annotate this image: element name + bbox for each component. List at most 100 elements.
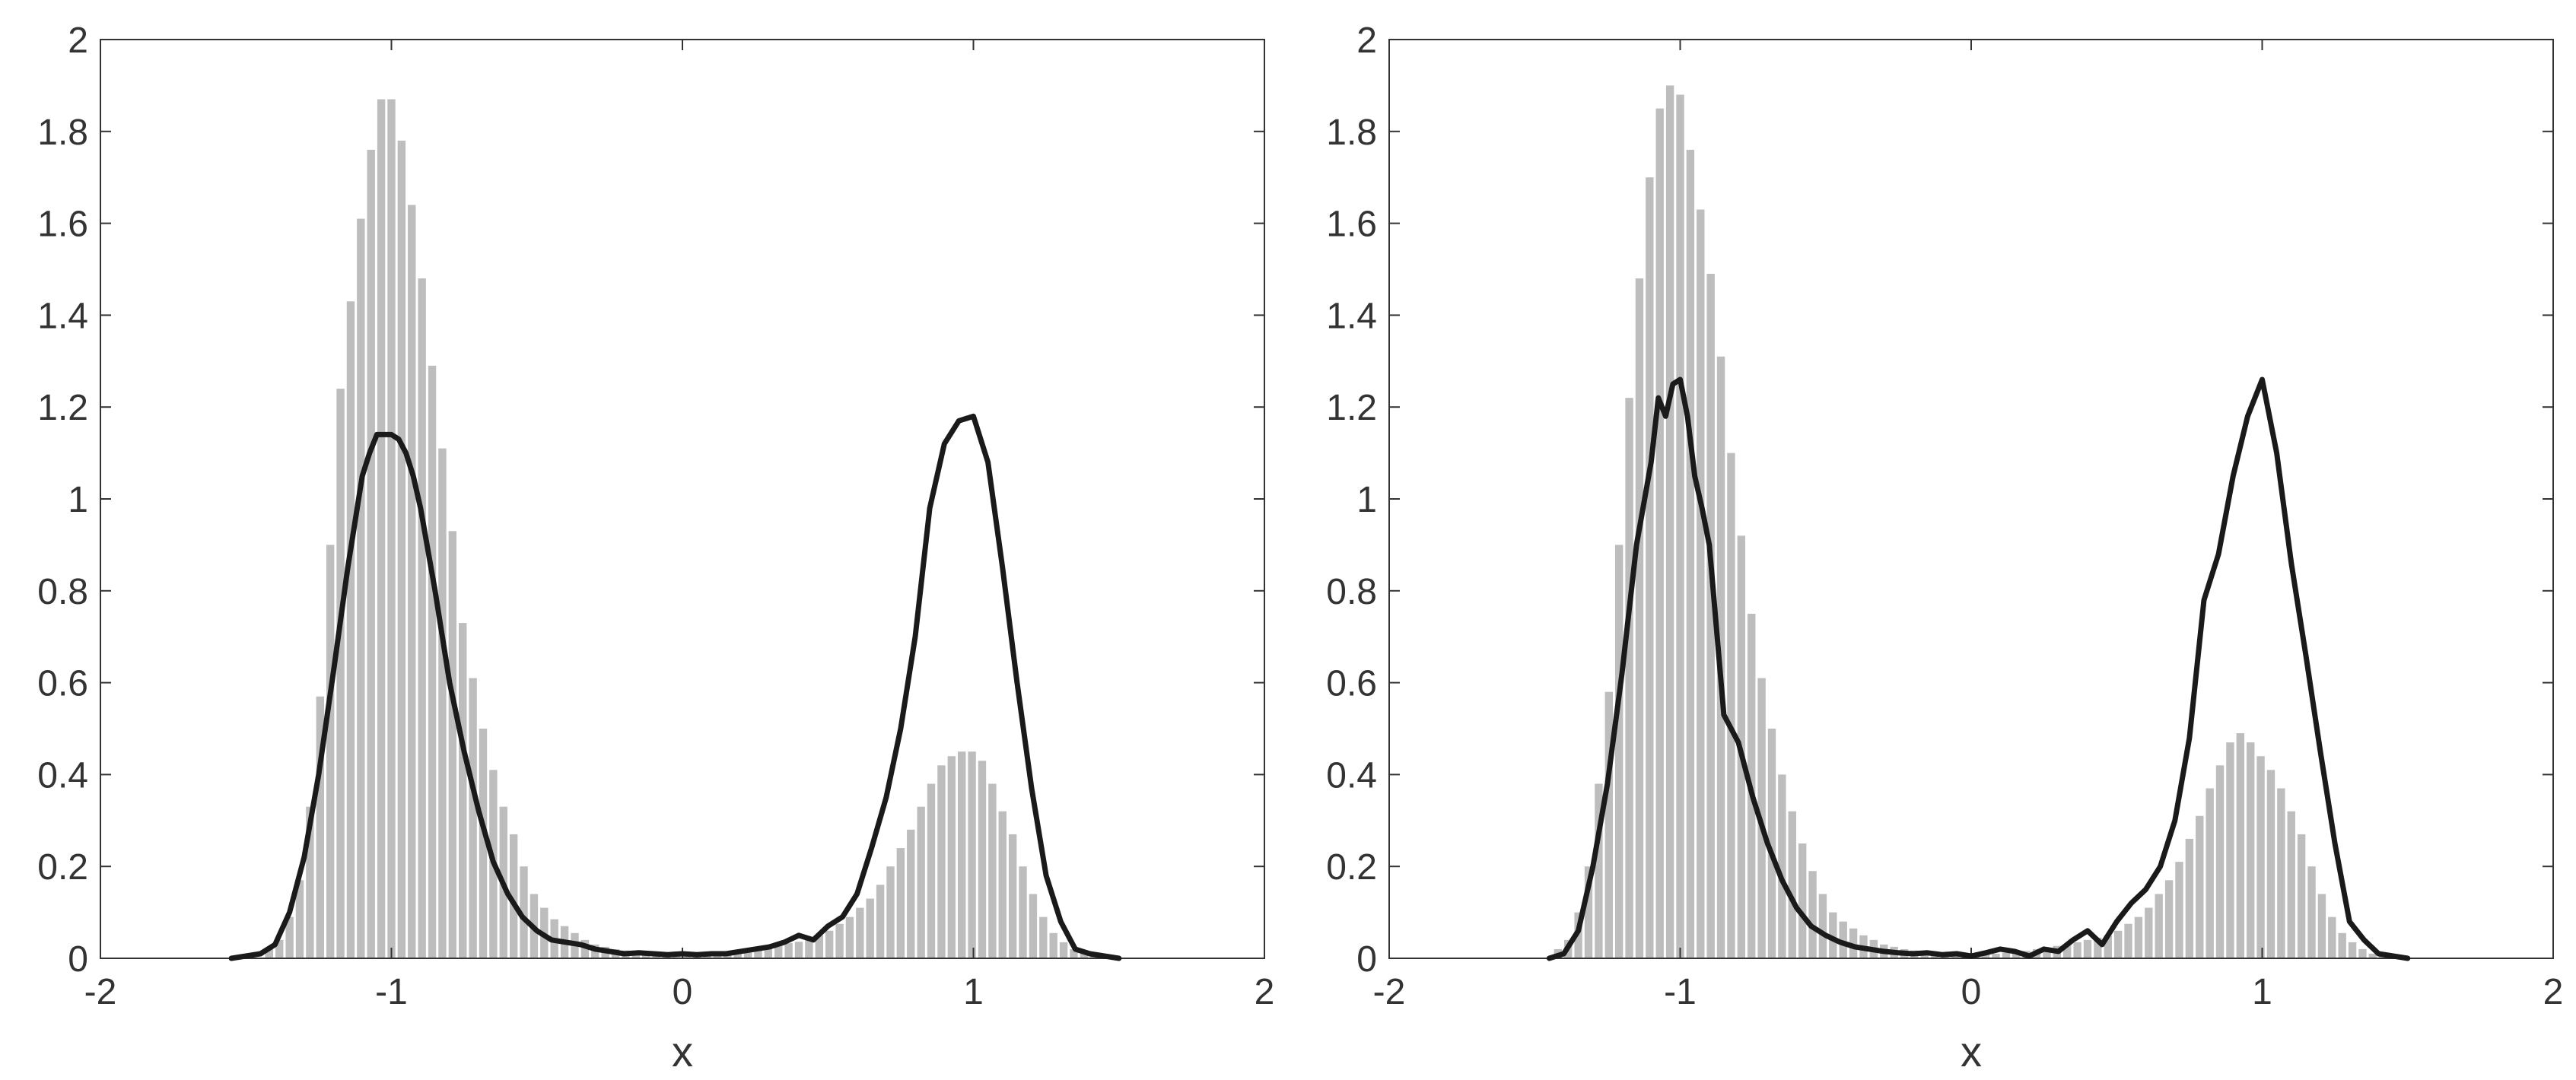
histogram-bar: [876, 885, 885, 958]
histogram-bar: [1727, 453, 1735, 958]
histogram-bar: [357, 218, 365, 958]
histogram-bar: [1049, 932, 1057, 958]
y-tick-label: 0.6: [37, 664, 88, 704]
y-tick-label: 0.4: [37, 755, 88, 796]
histogram-bar: [275, 939, 284, 958]
histogram-bar: [2175, 862, 2183, 958]
histogram-bar: [295, 880, 304, 958]
histogram-bar: [743, 948, 752, 958]
histogram-bar: [1818, 894, 1827, 958]
histogram-bar: [886, 866, 895, 958]
histogram-bar: [1019, 866, 1027, 958]
histogram-bar: [2317, 894, 2326, 958]
histogram-bar: [927, 783, 936, 958]
histogram-bar: [1849, 928, 1858, 958]
histogram-bar: [978, 761, 987, 958]
y-tick-label: 0.8: [1326, 572, 1377, 612]
x-axis-label: x: [672, 1028, 693, 1075]
y-tick-label: 0: [68, 939, 88, 980]
histogram-bar: [1992, 953, 2000, 958]
y-tick-label: 1.4: [37, 296, 88, 336]
histogram-bar: [285, 916, 294, 958]
histogram-bar: [1981, 953, 1990, 958]
y-tick-label: 0.6: [1326, 664, 1377, 704]
histogram-bar: [2113, 930, 2123, 958]
histogram-bar: [1039, 916, 1048, 958]
histogram-bar: [367, 149, 375, 959]
x-tick-label: -1: [1664, 972, 1697, 1012]
histogram-bar: [856, 907, 864, 958]
histogram-bar: [2155, 894, 2163, 958]
histogram-bar: [2063, 944, 2072, 958]
x-tick-label: 1: [963, 972, 984, 1012]
histogram-bar: [947, 756, 956, 958]
histogram-bars: [265, 99, 1099, 959]
histogram-bar: [2277, 788, 2285, 958]
histogram-bar: [2348, 942, 2357, 958]
histogram-bar: [907, 829, 915, 958]
histogram-bar: [958, 751, 966, 958]
histogram-bar: [377, 99, 386, 958]
histogram-bar: [2307, 866, 2316, 958]
histogram-bar: [1080, 953, 1089, 958]
x-tick-label: 0: [673, 972, 693, 1012]
axes-frame: [1388, 39, 2554, 959]
histogram-bar: [2368, 953, 2377, 958]
histogram-bar: [2236, 733, 2245, 958]
histogram-bar: [2196, 815, 2204, 958]
histogram-bar: [1059, 942, 1068, 958]
y-tick-label: 1.8: [1326, 113, 1377, 153]
histogram-bar: [1070, 948, 1078, 958]
histogram-bar: [1008, 834, 1017, 958]
histogram-bar: [1798, 843, 1807, 958]
x-tick-label: -1: [375, 972, 408, 1012]
histogram-bar: [336, 389, 345, 958]
histogram-bar: [794, 942, 803, 958]
histogram-bar: [509, 834, 518, 958]
histogram-bar: [316, 696, 324, 958]
x-tick-label: 0: [1961, 972, 1982, 1012]
histogram-bar: [998, 811, 1007, 958]
histogram-bar: [469, 678, 477, 958]
histogram-bar: [1090, 955, 1099, 958]
y-tick-label: 0.4: [1326, 755, 1377, 796]
histogram-bar: [1839, 921, 1847, 958]
histogram-bar: [346, 301, 355, 958]
histogram-bar: [1625, 398, 1633, 958]
histogram-bar: [2256, 756, 2265, 958]
histogram-bar: [2287, 811, 2295, 958]
density-line: [1546, 376, 2411, 961]
histogram-bar: [968, 751, 976, 958]
histogram-bar: [326, 545, 335, 958]
histogram-bar: [1706, 274, 1715, 958]
histogram-bars: [1554, 85, 2387, 959]
histogram-bar: [2094, 937, 2102, 958]
histogram-bar: [896, 848, 905, 958]
histogram-bar: [459, 623, 467, 958]
histogram-bar: [835, 923, 844, 958]
histogram-bar: [2134, 916, 2143, 958]
left-histogram-panel: -2 -1 0 1 2 0 0.2 0.4 0.6 0.8 1 1.2 1.4 1.6 1.8 2 x: [37, 21, 1274, 1075]
y-tick-label: 1.2: [37, 388, 88, 428]
histogram-bar: [754, 948, 762, 958]
histogram-bar: [408, 205, 416, 958]
histogram-bar: [2083, 939, 2092, 958]
histogram-bar: [1676, 94, 1684, 959]
histogram-bar: [265, 948, 274, 958]
histogram-bar: [2328, 916, 2336, 958]
histogram-bar: [2215, 765, 2225, 958]
histogram-bar: [2379, 955, 2387, 958]
histogram-bar: [448, 531, 457, 958]
histogram-bar: [2012, 951, 2021, 958]
histogram-bar: [2185, 838, 2194, 958]
x-tick-label: 2: [2543, 972, 2564, 1012]
y-axis: 0 0.2 0.4 0.6 0.8 1 1.2 1.4 1.6 1.8 2: [1326, 21, 2553, 980]
histogram-bar: [2338, 932, 2346, 958]
histogram-bar: [1788, 811, 1796, 958]
histogram-bar: [1767, 729, 1776, 958]
histogram-bar: [418, 278, 426, 959]
y-axis: 0 0.2 0.4 0.6 0.8 1 1.2 1.4 1.6 1.8 2: [37, 21, 1264, 980]
histogram-bar: [1029, 894, 1038, 958]
histogram-bar: [2104, 935, 2112, 958]
x-tick-label: -2: [84, 972, 117, 1012]
